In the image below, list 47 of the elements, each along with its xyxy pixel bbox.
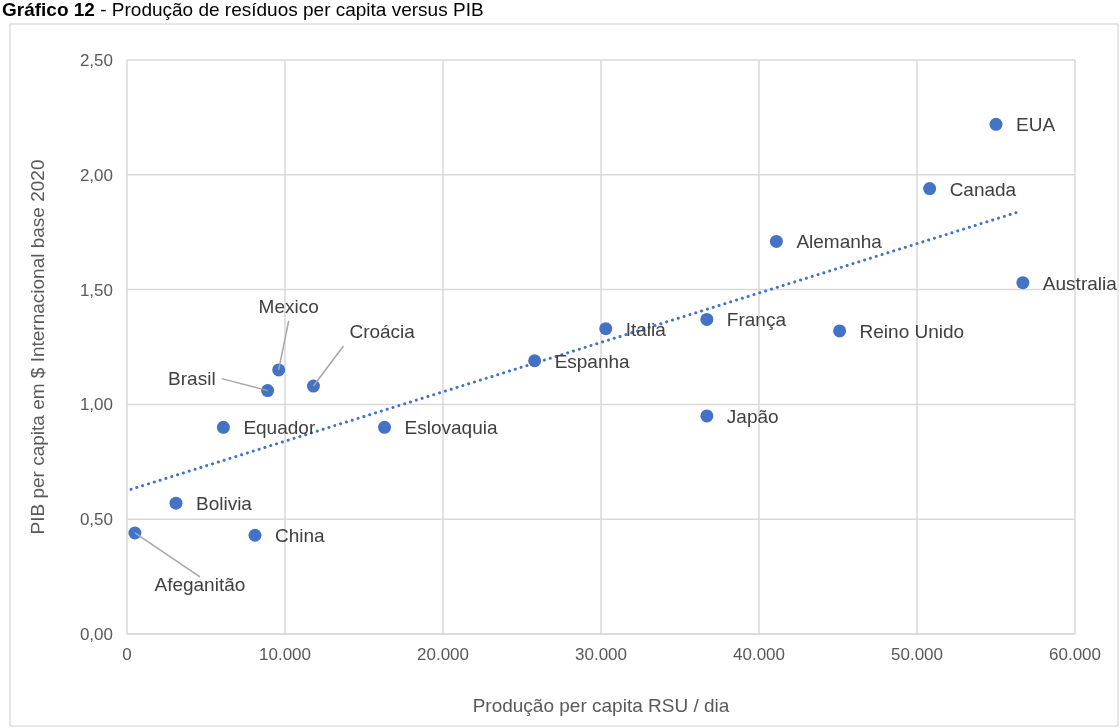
annotation: Japão — [726, 405, 779, 427]
point — [989, 117, 1003, 131]
x-tick-label: 60.000 — [1049, 645, 1101, 664]
point — [261, 384, 275, 398]
y-tick-label: 0,50 — [79, 510, 113, 530]
point — [378, 420, 392, 434]
annotation: China — [274, 525, 326, 547]
annotation: Bolivia — [195, 493, 253, 515]
annotation: Canada — [949, 178, 1017, 200]
annotation: França — [726, 309, 787, 331]
annotation: EUA — [1016, 114, 1056, 136]
x-axis-title: Produção per capita RSU / dia — [472, 695, 730, 716]
point — [169, 496, 183, 510]
annotation: Brasil — [168, 367, 216, 389]
x-tick-label: 50.000 — [891, 645, 943, 664]
point — [769, 234, 783, 248]
point — [248, 528, 262, 542]
annotation: Croácia — [349, 321, 416, 343]
point — [272, 363, 286, 377]
point — [833, 324, 847, 338]
annotation: Equador — [243, 417, 316, 439]
annotation: Alemanha — [796, 231, 883, 253]
x-tick-label: 0 — [122, 645, 132, 664]
point — [700, 409, 714, 423]
x-tick-label: 20.000 — [417, 645, 469, 664]
point — [700, 312, 714, 326]
y-tick-label: 2,00 — [79, 165, 113, 185]
annotation: Australia — [1042, 272, 1118, 294]
point — [599, 322, 613, 336]
annotation: Espanha — [554, 350, 631, 372]
y-tick-label: 1,50 — [79, 280, 113, 300]
x-tick-label: 10.000 — [259, 645, 311, 664]
y-tick-label: 1,00 — [79, 395, 113, 415]
chart-title: Gráfico 12 - Produção de resíduos per capita versus PIB — [2, 0, 484, 20]
x-tick-label: 40.000 — [733, 645, 785, 664]
annotation: Afeganitão — [154, 573, 246, 595]
annotation: Reino Unido — [859, 320, 965, 342]
y-tick-label: 0,00 — [79, 625, 113, 644]
point — [306, 379, 320, 393]
annotation: Eslovaquia — [404, 417, 498, 439]
point — [923, 182, 937, 196]
point — [216, 420, 230, 434]
point — [1016, 276, 1030, 290]
y-tick-label: 2,50 — [79, 51, 113, 70]
y-axis-title: PIB per capita em $ Internacional base 2020 — [27, 159, 48, 535]
annotation: Mexico — [258, 295, 319, 317]
x-tick-label: 30.000 — [575, 645, 627, 664]
